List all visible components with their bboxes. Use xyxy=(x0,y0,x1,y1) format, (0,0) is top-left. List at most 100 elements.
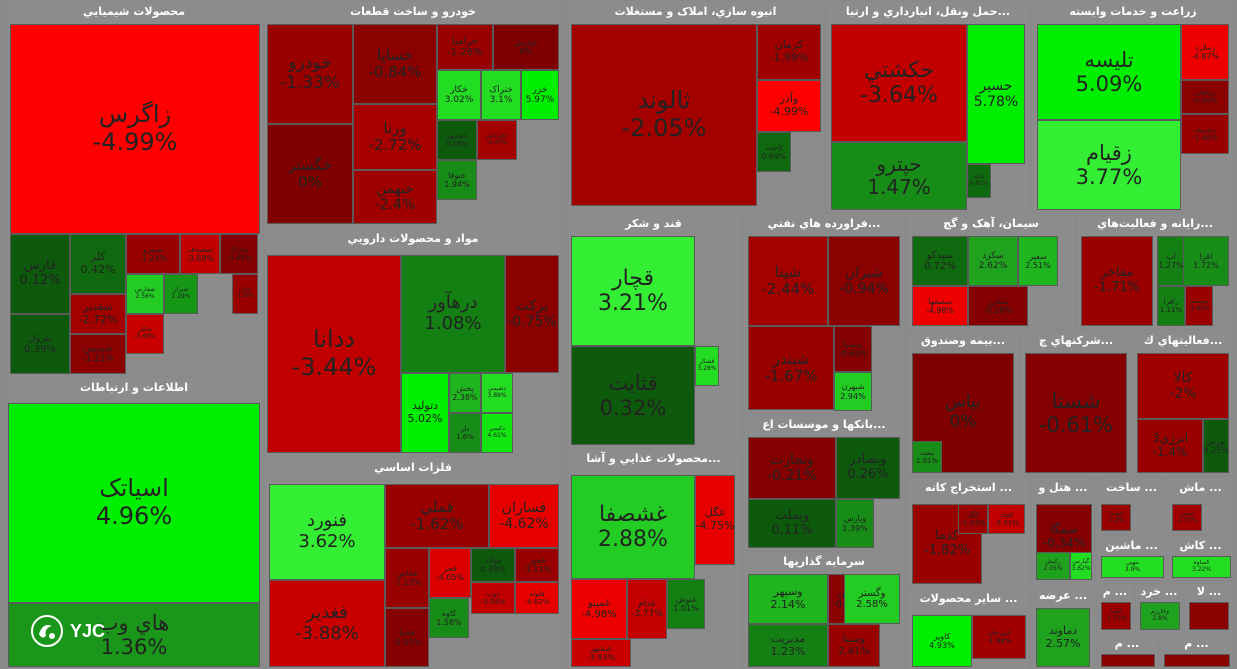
sector-title[interactable]: خرد ... xyxy=(1140,585,1178,598)
stock-tile[interactable]: زقيام 3.77% xyxy=(1037,120,1181,210)
sector-title[interactable]: بيمه وصندوق... xyxy=(920,334,1006,347)
stock-tile[interactable]: شبندر -1.67% xyxy=(748,326,834,410)
sector-title[interactable]: اطلاعات و ارتباطات xyxy=(79,381,189,394)
stock-tile[interactable]: سفير 2.51% xyxy=(1018,236,1058,286)
stock-tile[interactable]: قچار 3.21% xyxy=(571,236,695,346)
stock-tile[interactable]: تپمپي -1.97% xyxy=(1172,504,1202,531)
stock-tile[interactable]: قشکر 3.28% xyxy=(695,346,719,386)
stock-tile[interactable]: خکار 3.02% xyxy=(437,70,481,120)
stock-tile[interactable]: تليسه 5.09% xyxy=(1037,24,1181,120)
stock-tile[interactable]: کاوه 1.58% xyxy=(429,598,469,638)
stock-tile[interactable]: برکت -0.75% xyxy=(505,255,559,373)
sector-title[interactable]: انبوه سازي، املاک و مستغلات xyxy=(614,5,777,18)
stock-tile[interactable]: وسپهر 2.14% xyxy=(748,574,828,624)
stock-tile[interactable]: ددانا -3.44% xyxy=(267,255,401,453)
stock-tile[interactable]: فولاد 0.38% xyxy=(471,548,515,582)
stock-tile[interactable] xyxy=(1101,654,1155,667)
stock-tile[interactable]: شاوان -1.39% xyxy=(232,274,258,314)
stock-tile[interactable]: خگستر 0% xyxy=(267,124,353,224)
stock-tile[interactable]: وبصادر 0.26% xyxy=(836,437,900,499)
stock-tile[interactable]: کلر 0.42% xyxy=(70,234,126,294)
sector-title[interactable]: استخراج کانه ... xyxy=(924,481,1013,494)
sector-title[interactable]: کاش ... xyxy=(1179,539,1222,552)
stock-tile[interactable] xyxy=(1164,654,1230,667)
stock-tile[interactable]: شستا -0.61% xyxy=(1025,353,1127,473)
stock-tile[interactable]: ثالوند -2.05% xyxy=(571,24,757,206)
stock-tile[interactable]: خچرخش -2.47% xyxy=(477,120,517,160)
sector-title[interactable]: بانکها و موسسات اع... xyxy=(762,418,886,431)
stock-tile[interactable]: فسپا -0.55% xyxy=(385,608,429,667)
sector-title[interactable]: ساير محصولات ... xyxy=(919,592,1018,605)
stock-tile[interactable]: کمرجان -1.98% xyxy=(972,615,1026,659)
stock-tile[interactable]: کاوير 4.93% xyxy=(912,615,972,667)
stock-tile[interactable]: اسياتک 4.96% xyxy=(8,403,260,603)
stock-tile[interactable]: غشصفا 2.88% xyxy=(571,475,695,579)
stock-tile[interactable]: زاگرس -4.99% xyxy=(10,24,260,234)
stock-tile[interactable]: شبران -0.94% xyxy=(828,236,900,326)
stock-tile[interactable]: وخارزم 2.8% xyxy=(1140,602,1180,630)
stock-tile[interactable]: فساران -4.62% xyxy=(489,484,559,548)
stock-tile[interactable]: زملارد -4.87% xyxy=(1181,24,1229,80)
stock-tile[interactable]: وگستر 2.58% xyxy=(844,574,900,624)
stock-tile[interactable]: شپترو -1.24% xyxy=(126,234,180,274)
stock-tile[interactable]: گپارس 3.62% xyxy=(1070,552,1092,580)
stock-tile[interactable]: سخزر -0.28% xyxy=(968,286,1028,326)
sector-title[interactable]: م ... xyxy=(1184,637,1209,650)
stock-tile[interactable]: سصفها -4.98% xyxy=(912,286,968,326)
sector-title[interactable]: فراورده هاي نفتي... xyxy=(767,217,881,230)
stock-tile[interactable]: کرمان -1.99% xyxy=(757,24,821,80)
sector-title[interactable]: شرکتهاي چ... xyxy=(1038,334,1114,347)
stock-tile[interactable]: بنفت 1.91% xyxy=(912,441,942,473)
stock-tile[interactable]: دکيمي 4.61% xyxy=(481,413,513,453)
stock-tile[interactable]: کچاد -3.31% xyxy=(988,504,1025,534)
stock-tile[interactable]: فغدير -3.88% xyxy=(269,580,385,667)
stock-tile[interactable]: بترول 0.39% xyxy=(10,314,70,374)
stock-tile[interactable]: شاراک -0.49% xyxy=(220,234,258,274)
sector-title[interactable]: ماش ... xyxy=(1179,481,1222,494)
stock-tile[interactable]: غدام -3.77% xyxy=(627,579,667,639)
sector-title[interactable]: محصولات شيميايي xyxy=(82,5,186,18)
stock-tile[interactable]: ثنوسا -1.2% xyxy=(1101,504,1131,531)
stock-tile[interactable]: خودرو -1.33% xyxy=(267,24,353,124)
stock-tile[interactable]: ونجارت -0.21% xyxy=(748,437,836,499)
stock-tile[interactable]: شيراز 1.29% xyxy=(164,274,198,314)
sector-title[interactable]: فعاليتهاي ك... xyxy=(1143,334,1223,347)
stock-tile[interactable]: خبهمن -2.4% xyxy=(353,170,437,224)
sector-title[interactable]: لا ... xyxy=(1196,585,1222,598)
stock-tile[interactable]: مديريت 1.23% xyxy=(748,624,828,667)
stock-tile[interactable]: کگل -1.43% xyxy=(958,504,988,534)
sector-title[interactable]: فلزات اساسي xyxy=(374,461,452,474)
stock-tile[interactable]: وآذر -4.99% xyxy=(757,80,821,132)
stock-tile[interactable]: سيدکو 0.72% xyxy=(912,236,968,286)
stock-tile[interactable]: بنهپي 3.9% xyxy=(1101,556,1164,578)
stock-tile[interactable]: زشريف -1.48% xyxy=(1181,114,1229,154)
stock-tile[interactable]: خساپا -0.84% xyxy=(353,24,437,104)
stock-tile[interactable]: ورنا -2.72% xyxy=(353,104,437,170)
stock-tile[interactable]: بورس 0.25% xyxy=(1203,419,1229,473)
stock-tile[interactable]: کساوه 3.22% xyxy=(1172,556,1231,578)
sector-title[interactable]: م ... xyxy=(1114,637,1140,650)
stock-tile[interactable]: خمحور 0.08% xyxy=(437,120,477,160)
stock-tile[interactable]: ختراک 3.1% xyxy=(481,70,521,120)
stock-tile[interactable]: ختوقا 1.94% xyxy=(437,160,477,200)
stock-tile[interactable]: وپارس 1.39% xyxy=(836,499,874,548)
stock-tile[interactable]: غمينو -4.98% xyxy=(571,579,627,639)
stock-tile[interactable]: شفارس 2.56% xyxy=(126,274,164,314)
stock-tile[interactable]: حپترو 1.47% xyxy=(831,142,967,210)
stock-tile[interactable]: انرژي3 -1.4% xyxy=(1137,419,1203,473)
sector-title[interactable]: خودرو و ساخت قطعات xyxy=(350,5,476,18)
stock-tile[interactable] xyxy=(1189,602,1229,630)
stock-tile[interactable]: حسير 5.78% xyxy=(967,24,1025,164)
stock-tile[interactable]: ذوب -3.54% xyxy=(471,582,515,614)
stock-tile[interactable]: رافزا 1.11% xyxy=(1157,286,1185,326)
sector-title[interactable]: ماشين ... xyxy=(1105,539,1158,552)
stock-tile[interactable]: فلوله -4.62% xyxy=(515,582,559,614)
stock-tile[interactable]: کالا -2% xyxy=(1137,353,1229,419)
sector-title[interactable]: حمل ونقل، انبارداري و ارتبا... xyxy=(845,5,1011,18)
stock-tile[interactable]: مفاخر -1.71% xyxy=(1081,236,1153,326)
sector-title[interactable]: قند و شکر xyxy=(625,217,682,230)
stock-tile[interactable]: شپديس -1.21% xyxy=(70,334,126,374)
sector-title[interactable]: مواد و محصولات دارويي xyxy=(347,232,479,245)
stock-tile[interactable]: غنوش 1.01% xyxy=(667,579,705,629)
stock-tile[interactable]: وبملت 0.11% xyxy=(748,499,836,548)
